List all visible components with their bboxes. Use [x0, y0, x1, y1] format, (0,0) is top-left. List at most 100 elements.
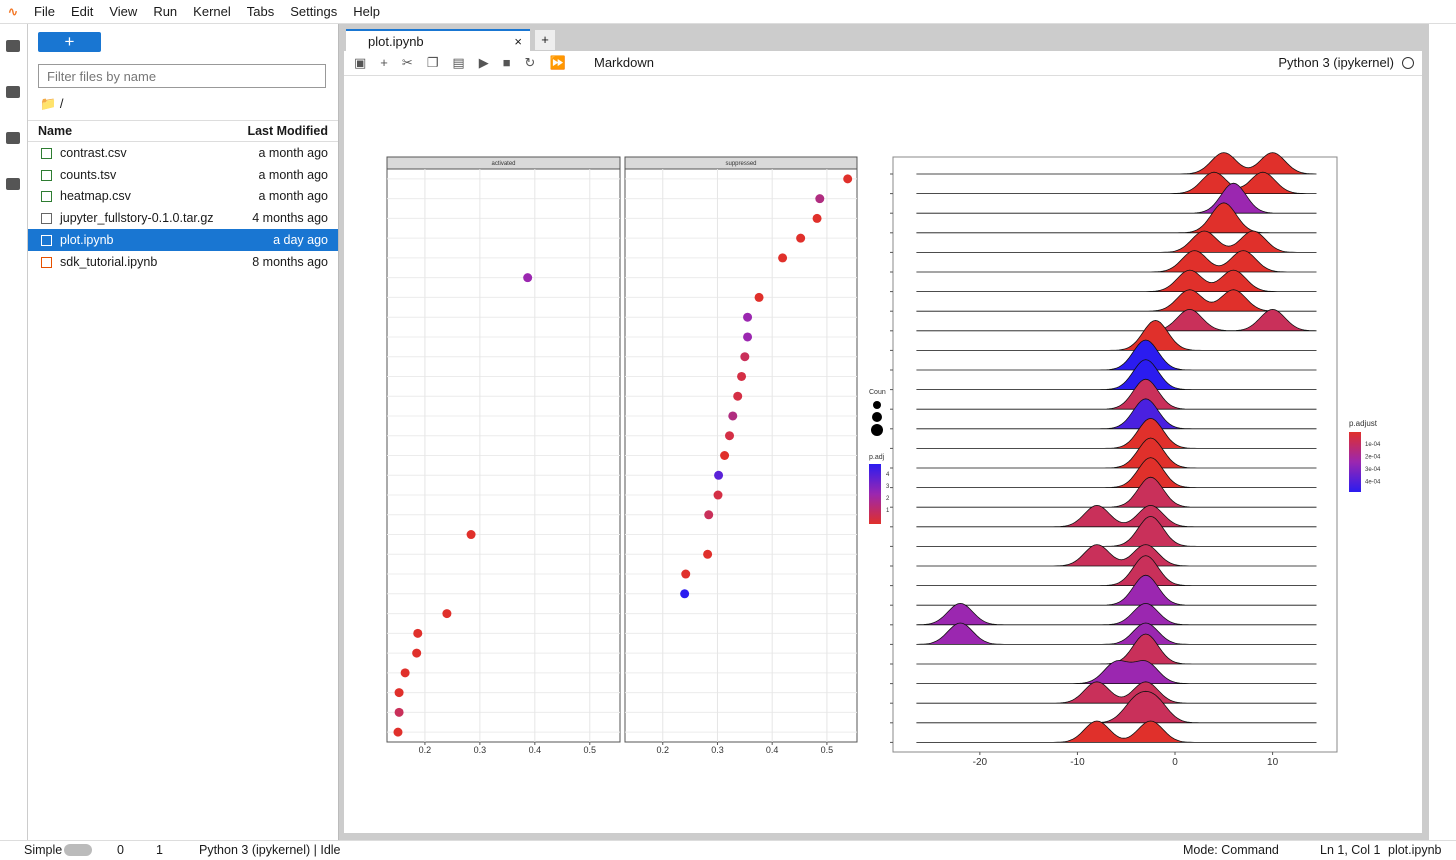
dot	[725, 431, 735, 441]
dot	[400, 668, 410, 678]
file-row[interactable]: contrast.csv a month ago	[28, 142, 338, 164]
notebook-tab[interactable]: plot.ipynb ×	[346, 29, 530, 51]
dot	[393, 727, 403, 737]
file-modified: 8 months ago	[252, 254, 328, 269]
dot	[412, 648, 422, 658]
ridge	[916, 339, 1317, 371]
modified-column[interactable]: Last Modified	[247, 124, 328, 138]
menu-item[interactable]: Run	[153, 4, 178, 19]
ridge	[916, 359, 1317, 390]
kernel-name[interactable]: Python 3 (ipykernel)	[1278, 55, 1394, 70]
x-tick-label: 10	[1267, 757, 1279, 768]
ridge	[916, 690, 1317, 724]
file-name[interactable]: sdk_tutorial.ipynb	[60, 254, 158, 269]
dot	[523, 273, 533, 283]
new-launcher-button[interactable]: +	[38, 32, 101, 52]
ridge	[916, 476, 1317, 508]
color-tick-label: 4	[886, 472, 890, 478]
color-tick-label: 2	[886, 496, 890, 502]
ridge	[916, 378, 1317, 410]
file-name[interactable]: plot.ipynb	[60, 232, 114, 247]
column-header: Name Last Modified	[28, 120, 338, 142]
legend-tick-label: 3e-04	[1365, 467, 1381, 473]
menu-item[interactable]: Tabs	[246, 4, 275, 19]
file-name: plot.ipynb	[1388, 843, 1442, 857]
menu-item[interactable]: Edit	[70, 4, 94, 19]
x-tick-label: -10	[1070, 757, 1085, 768]
ridge	[916, 182, 1317, 214]
file-row[interactable]: plot.ipynb a day ago	[28, 228, 338, 251]
dot	[466, 530, 476, 540]
file-name[interactable]: heatmap.csv	[60, 189, 131, 204]
file-row[interactable]: counts.tsv a month ago	[28, 164, 338, 186]
ridge	[916, 289, 1317, 312]
ridge	[916, 417, 1317, 449]
tab-label[interactable]: plot.ipynb	[368, 34, 424, 49]
close-tab[interactable]: ×	[514, 34, 522, 49]
notebook-toolbar: ▣+✂❐▤▶■↻⏩ Markdown Python 3 (ipykernel)	[344, 51, 1422, 76]
color-legend-title: p.adj	[869, 454, 885, 461]
legend-tick-label: 2e-04	[1365, 455, 1381, 461]
file-row[interactable]: jupyter_fullstory-0.1.0.tar.gz 4 months a…	[28, 207, 338, 229]
file-icon	[41, 191, 52, 203]
logo[interactable]: ∿	[7, 3, 19, 19]
dot	[681, 569, 691, 579]
ridge	[916, 504, 1317, 528]
legend-title: p.adjust	[1349, 419, 1378, 428]
ridge	[916, 544, 1317, 567]
menu-item[interactable]: View	[109, 4, 138, 19]
color-bar	[869, 464, 881, 524]
file-name[interactable]: contrast.csv	[60, 146, 127, 160]
running-icon[interactable]	[6, 86, 20, 98]
menu-bar: ∿ File Edit View Run Kernel Tabs Settings Help	[0, 0, 1456, 24]
x-tick-label: 0.5	[584, 745, 597, 755]
file-name[interactable]: counts.tsv	[60, 167, 117, 182]
x-tick-label: 0.3	[474, 745, 487, 755]
path[interactable]: /	[59, 96, 64, 111]
kernel-state[interactable]: Python 3 (ipykernel) | Idle	[199, 843, 341, 857]
size-key	[873, 401, 881, 409]
menu-item[interactable]: Kernel	[193, 4, 231, 19]
dot	[394, 707, 404, 717]
toc-icon[interactable]	[6, 132, 20, 144]
file-icon	[41, 148, 52, 159]
toolbar-icons[interactable]: ▣+✂❐▤▶■↻⏩	[354, 55, 580, 70]
dot	[703, 549, 713, 559]
simple-mode[interactable]: Simple	[24, 843, 63, 857]
menu-item[interactable]: Settings	[290, 4, 338, 19]
file-row[interactable]: heatmap.csv a month ago	[28, 185, 338, 207]
cell-type[interactable]: Markdown	[594, 55, 654, 70]
file-icon	[41, 169, 52, 181]
file-name[interactable]: jupyter_fullstory-0.1.0.tar.gz	[60, 211, 214, 226]
ridge	[916, 457, 1317, 488]
ridge	[916, 660, 1317, 684]
breadcrumb[interactable]: 📁 /	[40, 96, 64, 111]
x-tick-label: 0.3	[711, 745, 724, 755]
terminal-count[interactable]: 0	[117, 843, 124, 857]
dot	[413, 628, 423, 638]
activity-bar	[0, 24, 28, 840]
cursor-position[interactable]: Ln 1, Col 1	[1320, 843, 1381, 857]
kernel-count[interactable]: 1	[156, 843, 163, 857]
mode[interactable]: Mode: Command	[1183, 843, 1279, 857]
dot	[843, 174, 853, 184]
simple-toggle[interactable]	[64, 844, 92, 856]
name-column[interactable]: Name	[38, 124, 73, 138]
menu-item[interactable]: File	[34, 4, 55, 19]
extensions-icon[interactable]	[6, 178, 20, 190]
dot	[728, 411, 738, 421]
ridge	[916, 269, 1317, 292]
files-icon[interactable]	[6, 40, 20, 52]
x-tick-label: 0.5	[821, 745, 834, 755]
x-tick-label: 0.2	[419, 745, 432, 755]
dot	[815, 194, 825, 204]
file-row[interactable]: sdk_tutorial.ipynb 8 months ago	[28, 251, 338, 273]
menu-item[interactable]: Help	[353, 4, 380, 19]
filter-input[interactable]: Filter files by name	[38, 64, 326, 88]
ridge	[916, 681, 1317, 704]
facet-label: activated	[491, 161, 515, 167]
new-tab[interactable]: +	[535, 30, 555, 50]
ridge	[916, 398, 1317, 430]
ridge	[916, 171, 1317, 194]
